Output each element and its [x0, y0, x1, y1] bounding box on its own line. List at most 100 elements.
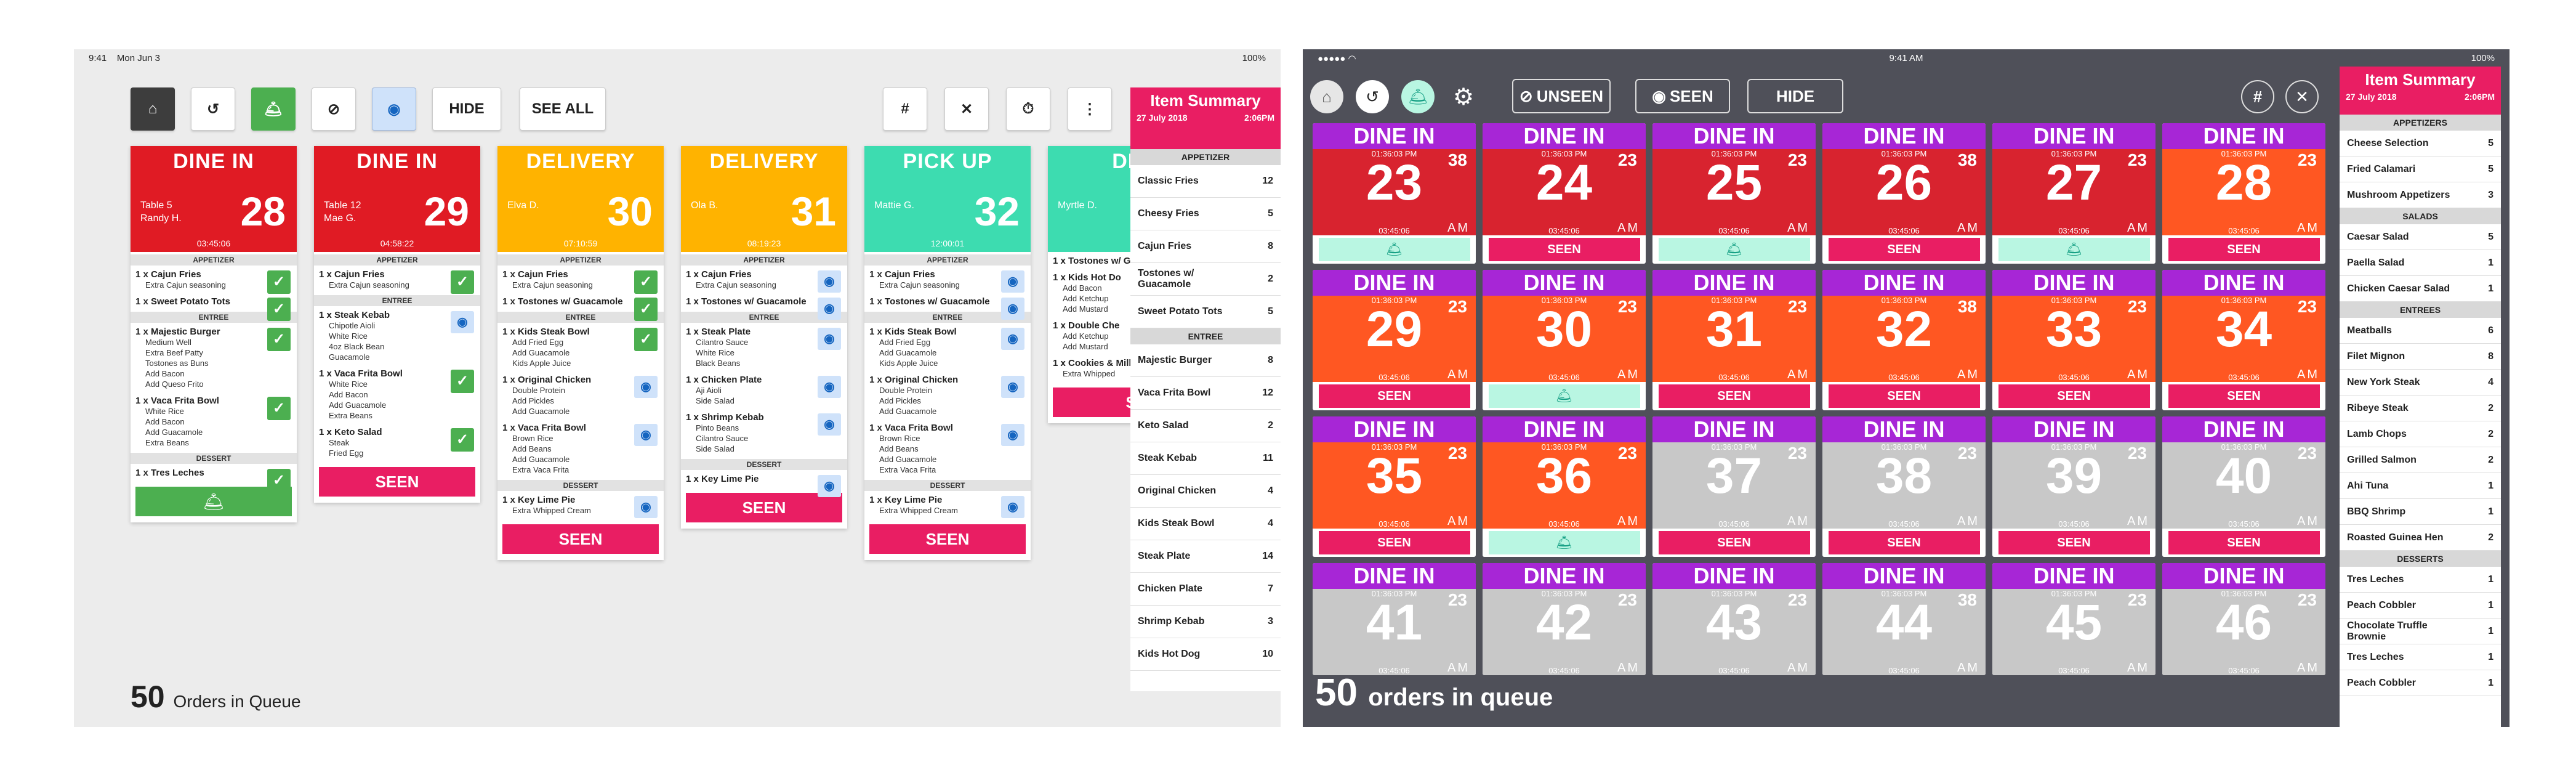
- seen-button[interactable]: SEEN: [502, 524, 659, 554]
- order-header[interactable]: PICK UP Mattie G. 32 12:00:01: [864, 146, 1031, 252]
- order-tile[interactable]: DINE IN 01:36:03 PM 40 23 03:45:06 AM SEEN: [2162, 416, 2325, 557]
- seen-button[interactable]: SEEN: [1318, 531, 1470, 554]
- bump-button[interactable]: 🛎: [1658, 238, 1810, 261]
- hide-button[interactable]: HIDE: [1747, 79, 1843, 113]
- order-tile[interactable]: DINE IN 01:36:03 PM 27 23 03:45:06 AM 🛎: [1992, 123, 2155, 264]
- summary-row[interactable]: Shrimp Kebab 3: [1130, 606, 1281, 638]
- mark-seen-toggle[interactable]: ◉: [1001, 376, 1024, 398]
- summary-row[interactable]: Peach Cobbler 1: [2340, 593, 2501, 619]
- summary-row[interactable]: Kids Steak Bowl 4: [1130, 508, 1281, 540]
- summary-row[interactable]: Tostones w/ Guacamole 2: [1130, 263, 1281, 296]
- seen-button[interactable]: SEEN: [1658, 384, 1810, 408]
- unseen-button[interactable]: ⊘ UNSEEN: [1512, 79, 1611, 113]
- done-checkbox[interactable]: ✓: [451, 370, 474, 393]
- order-header[interactable]: DELIVERY Ola B. 31 08:19:23: [681, 146, 847, 252]
- mark-seen-toggle[interactable]: ◉: [818, 270, 841, 293]
- settings-button[interactable]: ⚙: [1447, 80, 1480, 113]
- summary-row[interactable]: Lamb Chops 2: [2340, 421, 2501, 447]
- mark-seen-toggle[interactable]: ◉: [818, 413, 841, 436]
- timer-button[interactable]: ⏱: [1006, 87, 1050, 131]
- order-tile[interactable]: DINE IN 01:36:03 PM 37 23 03:45:06 AM SEEN: [1652, 416, 1816, 557]
- history-button[interactable]: ↺: [1356, 80, 1389, 113]
- mark-seen-toggle[interactable]: ◉: [1001, 298, 1024, 320]
- see-all-button[interactable]: SEE ALL: [520, 87, 606, 131]
- seen-button[interactable]: SEEN: [2168, 238, 2320, 261]
- mark-seen-toggle[interactable]: ◉: [1001, 424, 1024, 446]
- bell-button[interactable]: 🛎: [1401, 80, 1435, 113]
- bump-button[interactable]: 🛎: [135, 487, 292, 516]
- summary-row[interactable]: Meatballs 6: [2340, 318, 2501, 344]
- mark-seen-toggle[interactable]: ◉: [451, 311, 474, 333]
- order-tile[interactable]: DINE IN 01:36:03 PM 30 23 03:45:06 AM 🛎: [1483, 270, 1646, 410]
- order-tile[interactable]: DINE IN 01:36:03 PM 28 23 03:45:06 AM SEEN: [2162, 123, 2325, 264]
- mark-seen-toggle[interactable]: ◉: [634, 496, 658, 518]
- hash-button[interactable]: #: [883, 87, 927, 131]
- mark-seen-toggle[interactable]: ◉: [818, 475, 841, 497]
- done-checkbox[interactable]: ✓: [634, 298, 658, 321]
- order-tile[interactable]: DINE IN 01:36:03 PM 38 23 03:45:06 AM SEEN: [1822, 416, 1986, 557]
- seen-button[interactable]: SEEN: [2168, 384, 2320, 408]
- seen-button[interactable]: SEEN: [1658, 531, 1810, 554]
- seen-button[interactable]: ◉: [372, 87, 416, 131]
- order-tile[interactable]: DINE IN 01:36:03 PM 41 23 03:45:06 AM: [1313, 563, 1476, 675]
- bell-button[interactable]: 🛎: [251, 87, 296, 131]
- order-tile[interactable]: DINE IN 01:36:03 PM 42 23 03:45:06 AM: [1483, 563, 1646, 675]
- order-tile[interactable]: DINE IN 01:36:03 PM 45 23 03:45:06 AM: [1992, 563, 2155, 675]
- order-tile[interactable]: DINE IN 01:36:03 PM 25 23 03:45:06 AM 🛎: [1652, 123, 1816, 264]
- history-button[interactable]: ↺: [191, 87, 235, 131]
- summary-row[interactable]: Chocolate Truffle Brownie 1: [2340, 619, 2501, 644]
- summary-row[interactable]: Steak Plate 14: [1130, 540, 1281, 573]
- done-checkbox[interactable]: ✓: [267, 270, 291, 294]
- summary-row[interactable]: Tres Leches 1: [2340, 567, 2501, 593]
- order-header[interactable]: DINE IN Table 5 Randy H. 28 03:45:06: [131, 146, 297, 252]
- order-tile[interactable]: DINE IN 01:36:03 PM 36 23 03:45:06 AM 🛎: [1483, 416, 1646, 557]
- order-header[interactable]: DELIVERY Elva D. 30 07:10:59: [497, 146, 664, 252]
- summary-row[interactable]: Ribeye Steak 2: [2340, 396, 2501, 421]
- done-checkbox[interactable]: ✓: [451, 428, 474, 452]
- seen-button[interactable]: SEEN: [1828, 238, 1980, 261]
- mark-seen-toggle[interactable]: ◉: [1001, 328, 1024, 350]
- summary-row[interactable]: Classic Fries 12: [1130, 165, 1281, 198]
- order-tile[interactable]: DINE IN 01:36:03 PM 35 23 03:45:06 AM SEEN: [1313, 416, 1476, 557]
- summary-row[interactable]: Cheesy Fries 5: [1130, 198, 1281, 230]
- seen-button[interactable]: SEEN: [1318, 384, 1470, 408]
- bump-button[interactable]: 🛎: [1318, 238, 1470, 261]
- summary-row[interactable]: Vaca Frita Bowl 12: [1130, 377, 1281, 410]
- mark-seen-toggle[interactable]: ◉: [1001, 496, 1024, 518]
- bump-button[interactable]: 🛎: [1998, 238, 2150, 261]
- summary-row[interactable]: Sweet Potato Tots 5: [1130, 296, 1281, 328]
- summary-row[interactable]: Keto Salad 2: [1130, 410, 1281, 442]
- order-tile[interactable]: DINE IN 01:36:03 PM 33 23 03:45:06 AM SEEN: [1992, 270, 2155, 410]
- seen-button[interactable]: SEEN: [686, 493, 842, 522]
- summary-row[interactable]: Cheese Selection 5: [2340, 131, 2501, 156]
- order-tile[interactable]: DINE IN 01:36:03 PM 32 38 03:45:06 AM SEEN: [1822, 270, 1986, 410]
- mark-seen-toggle[interactable]: ◉: [1001, 270, 1024, 293]
- summary-row[interactable]: Cajun Fries 8: [1130, 230, 1281, 263]
- seen-button[interactable]: ◉ SEEN: [1635, 79, 1730, 113]
- summary-row[interactable]: Ahi Tuna 1: [2340, 473, 2501, 499]
- collapse-button[interactable]: ✕: [2285, 80, 2319, 113]
- done-checkbox[interactable]: ✓: [267, 397, 291, 420]
- summary-row[interactable]: Mushroom Appetizers 3: [2340, 182, 2501, 208]
- home-button[interactable]: ⌂: [1310, 80, 1343, 113]
- done-checkbox[interactable]: ✓: [634, 328, 658, 351]
- unseen-button[interactable]: ⊘: [312, 87, 356, 131]
- mark-seen-toggle[interactable]: ◉: [634, 424, 658, 446]
- order-header[interactable]: DINE IN Table 12 Mae G. 29 04:58:22: [314, 146, 480, 252]
- summary-row[interactable]: Chicken Caesar Salad 1: [2340, 276, 2501, 302]
- seen-button[interactable]: SEEN: [1998, 384, 2150, 408]
- order-tile[interactable]: DINE IN 01:36:03 PM 23 38 03:45:06 AM 🛎: [1313, 123, 1476, 264]
- summary-row[interactable]: Roasted Guinea Hen 2: [2340, 525, 2501, 551]
- summary-row[interactable]: BBQ Shrimp 1: [2340, 499, 2501, 525]
- bump-button[interactable]: 🛎: [1488, 384, 1640, 408]
- summary-row[interactable]: New York Steak 4: [2340, 370, 2501, 396]
- seen-button[interactable]: SEEN: [1828, 384, 1980, 408]
- seen-button[interactable]: SEEN: [319, 467, 475, 497]
- summary-row[interactable]: Fried Calamari 5: [2340, 156, 2501, 182]
- summary-row[interactable]: Majestic Burger 8: [1130, 344, 1281, 377]
- seen-button[interactable]: SEEN: [1998, 531, 2150, 554]
- done-checkbox[interactable]: ✓: [634, 270, 658, 294]
- bump-button[interactable]: 🛎: [1488, 531, 1640, 554]
- summary-row[interactable]: Filet Mignon 8: [2340, 344, 2501, 370]
- mark-seen-toggle[interactable]: ◉: [818, 298, 841, 320]
